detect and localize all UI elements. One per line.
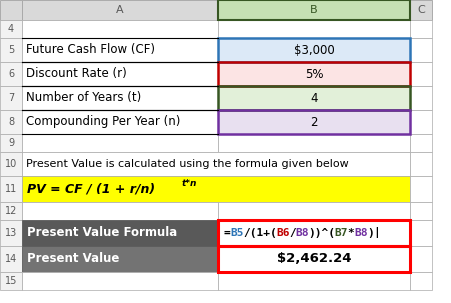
Bar <box>22 86 217 110</box>
Bar <box>217 38 409 62</box>
Bar <box>217 38 409 62</box>
Bar <box>409 62 431 86</box>
Text: B: B <box>309 5 317 15</box>
Bar <box>0 246 22 272</box>
Bar <box>217 86 409 110</box>
Bar <box>0 86 22 110</box>
Text: B8: B8 <box>353 228 367 238</box>
Text: 13: 13 <box>5 228 17 238</box>
Bar <box>22 62 217 86</box>
Bar <box>0 0 22 20</box>
Bar <box>409 152 431 176</box>
Bar <box>217 220 409 246</box>
Bar <box>409 86 431 110</box>
Text: 2: 2 <box>309 115 317 128</box>
Text: B6: B6 <box>276 228 289 238</box>
Bar <box>409 220 431 246</box>
Text: 9: 9 <box>8 138 14 148</box>
Bar <box>217 86 409 110</box>
Text: Present Value is calculated using the formula given below: Present Value is calculated using the fo… <box>26 159 348 169</box>
Text: 8: 8 <box>8 117 14 127</box>
Bar <box>217 220 409 246</box>
Text: Discount Rate (r): Discount Rate (r) <box>26 68 126 81</box>
Bar <box>217 62 409 86</box>
Text: 10: 10 <box>5 159 17 169</box>
Text: 6: 6 <box>8 69 14 79</box>
Text: Compounding Per Year (n): Compounding Per Year (n) <box>26 115 180 128</box>
Bar <box>409 272 431 290</box>
Bar <box>217 20 409 38</box>
Bar <box>409 246 431 272</box>
Bar <box>22 0 217 20</box>
Bar <box>0 134 22 152</box>
Text: PV = CF / (1 + r/n): PV = CF / (1 + r/n) <box>27 182 159 195</box>
Bar <box>217 110 409 134</box>
Bar <box>217 202 409 220</box>
Text: 5%: 5% <box>304 68 322 81</box>
Text: 12: 12 <box>5 206 17 216</box>
Text: B5: B5 <box>230 228 244 238</box>
Bar <box>0 20 22 38</box>
Bar <box>217 134 409 152</box>
Text: /: / <box>288 228 295 238</box>
Bar <box>22 272 217 290</box>
Bar <box>22 176 409 202</box>
Text: $3,000: $3,000 <box>293 44 334 56</box>
Bar <box>22 152 409 176</box>
Bar <box>217 110 409 134</box>
Text: Number of Years (t): Number of Years (t) <box>26 92 141 105</box>
Bar <box>22 38 217 62</box>
Bar <box>0 152 22 176</box>
Text: 5: 5 <box>8 45 14 55</box>
Bar <box>22 110 217 134</box>
Text: Future Cash Flow (CF): Future Cash Flow (CF) <box>26 44 155 56</box>
Bar <box>22 202 217 220</box>
Text: t*n: t*n <box>182 179 197 188</box>
Text: Present Value: Present Value <box>27 252 119 265</box>
Bar <box>409 202 431 220</box>
Bar <box>22 20 217 38</box>
Bar <box>217 272 409 290</box>
Bar <box>217 246 409 272</box>
Bar <box>409 38 431 62</box>
Text: A: A <box>116 5 124 15</box>
Bar <box>0 272 22 290</box>
Text: 4: 4 <box>8 24 14 34</box>
Bar <box>217 62 409 86</box>
Text: 15: 15 <box>5 276 17 286</box>
Text: Present Value Formula: Present Value Formula <box>27 227 177 239</box>
Bar <box>0 202 22 220</box>
Bar <box>0 38 22 62</box>
Text: 14: 14 <box>5 254 17 264</box>
Bar <box>409 20 431 38</box>
Text: *: * <box>347 228 354 238</box>
Text: 7: 7 <box>8 93 14 103</box>
Bar <box>409 110 431 134</box>
Bar <box>409 134 431 152</box>
Bar <box>22 134 217 152</box>
Bar <box>217 246 409 272</box>
Bar <box>0 220 22 246</box>
Bar <box>0 110 22 134</box>
Bar <box>409 176 431 202</box>
Bar <box>0 62 22 86</box>
Bar <box>22 246 217 272</box>
Text: B7: B7 <box>334 228 347 238</box>
Bar <box>217 0 409 20</box>
Text: ))^(: ))^( <box>308 228 335 238</box>
Text: /(1+(: /(1+( <box>243 228 276 238</box>
Text: ): ) <box>366 228 373 238</box>
Bar <box>409 0 431 20</box>
Text: 4: 4 <box>309 92 317 105</box>
Text: $2,462.24: $2,462.24 <box>276 252 350 265</box>
Text: 11: 11 <box>5 184 17 194</box>
Bar <box>22 220 217 246</box>
Text: |: | <box>373 228 379 238</box>
Text: =: = <box>224 228 230 238</box>
Text: C: C <box>416 5 424 15</box>
Text: B8: B8 <box>295 228 308 238</box>
Bar <box>0 176 22 202</box>
